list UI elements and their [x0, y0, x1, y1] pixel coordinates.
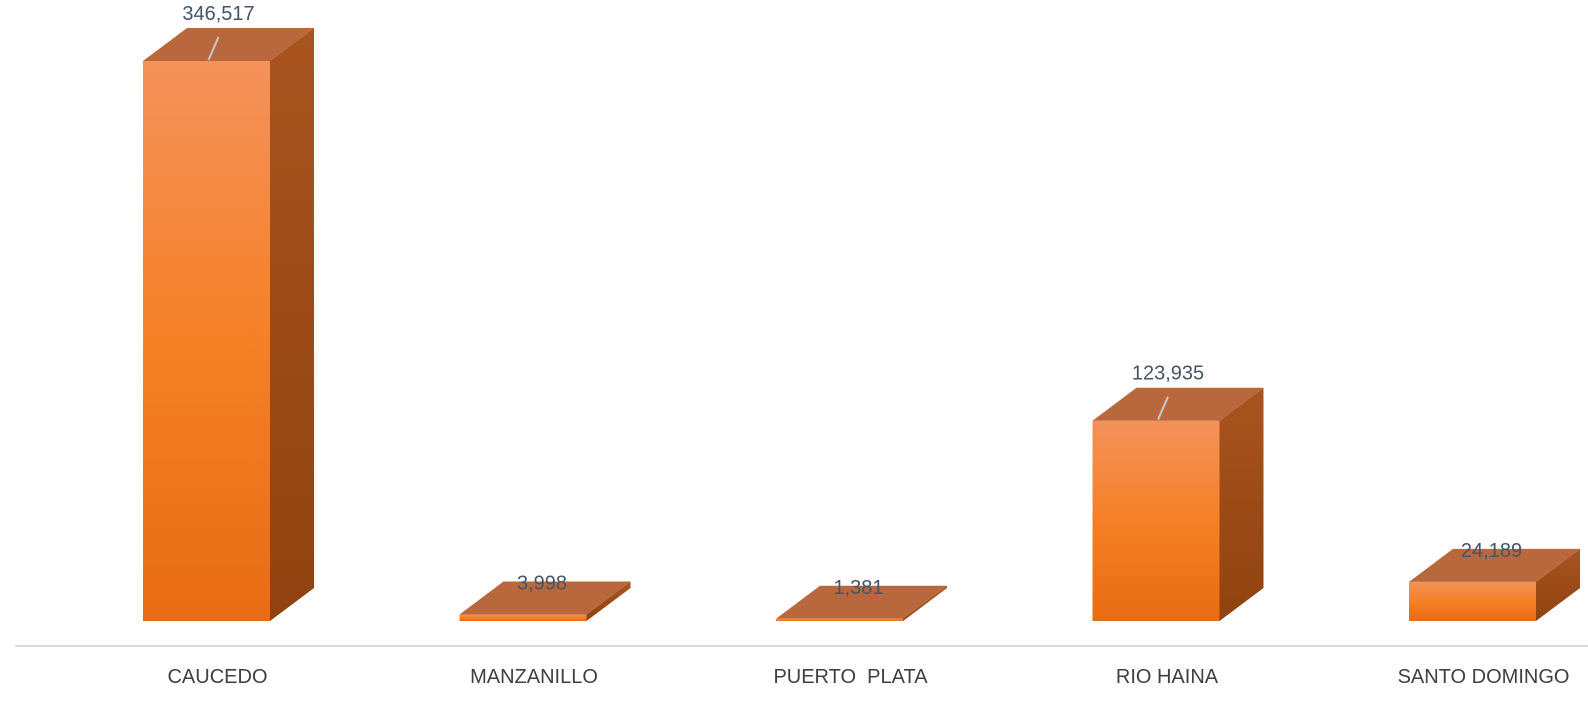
data-label-santo-domingo: 24,189 — [1461, 540, 1522, 562]
bar-manzanillo — [459, 581, 631, 621]
category-label-manzanillo: MANZANILLO — [470, 666, 598, 688]
bar-caucedo — [143, 28, 314, 621]
bar-santo-domingo — [1409, 548, 1580, 621]
bar-side-caucedo — [270, 28, 314, 621]
bar-front-santo-domingo — [1409, 581, 1536, 621]
data-label-caucedo: 346,517 — [182, 3, 254, 25]
bar-top-puerto-plata — [776, 585, 947, 619]
data-label-rio-haina: 123,935 — [1132, 363, 1204, 385]
category-label-puerto-plata: PUERTO PLATA — [773, 666, 928, 688]
data-label-puerto-plata: 1,381 — [833, 577, 883, 599]
labels-group: 346,517 CAUCEDO 3,998 MANZANILLO 1,381 PUERTO… — [167, 3, 1569, 688]
bar-front-rio-haina — [1092, 420, 1220, 621]
bar-top-rio-haina — [1092, 387, 1264, 421]
bar-side-rio-haina — [1219, 387, 1264, 621]
bar-puerto-plata — [776, 585, 947, 621]
bars-group — [143, 28, 1580, 621]
data-label-manzanillo: 3,998 — [517, 573, 567, 595]
bar-side-manzanillo — [586, 581, 631, 621]
bar-side-puerto-plata — [903, 585, 947, 621]
category-label-rio-haina: RIO HAINA — [1116, 666, 1219, 688]
bar-top-caucedo — [143, 28, 314, 61]
category-label-santo-domingo: SANTO DOMINGO — [1398, 666, 1570, 688]
bar-front-manzanillo — [459, 614, 587, 621]
bar-side-santo-domingo — [1536, 548, 1580, 621]
leader-line-caucedo — [207, 36, 220, 61]
bar-top-santo-domingo — [1409, 548, 1580, 582]
leader-line-rio-haina — [1157, 396, 1169, 421]
bar-front-caucedo — [143, 61, 270, 621]
bar-rio-haina — [1092, 387, 1264, 621]
bar-front-puerto-plata — [776, 618, 903, 621]
bar-top-manzanillo — [459, 581, 631, 615]
category-label-caucedo: CAUCEDO — [167, 666, 267, 688]
